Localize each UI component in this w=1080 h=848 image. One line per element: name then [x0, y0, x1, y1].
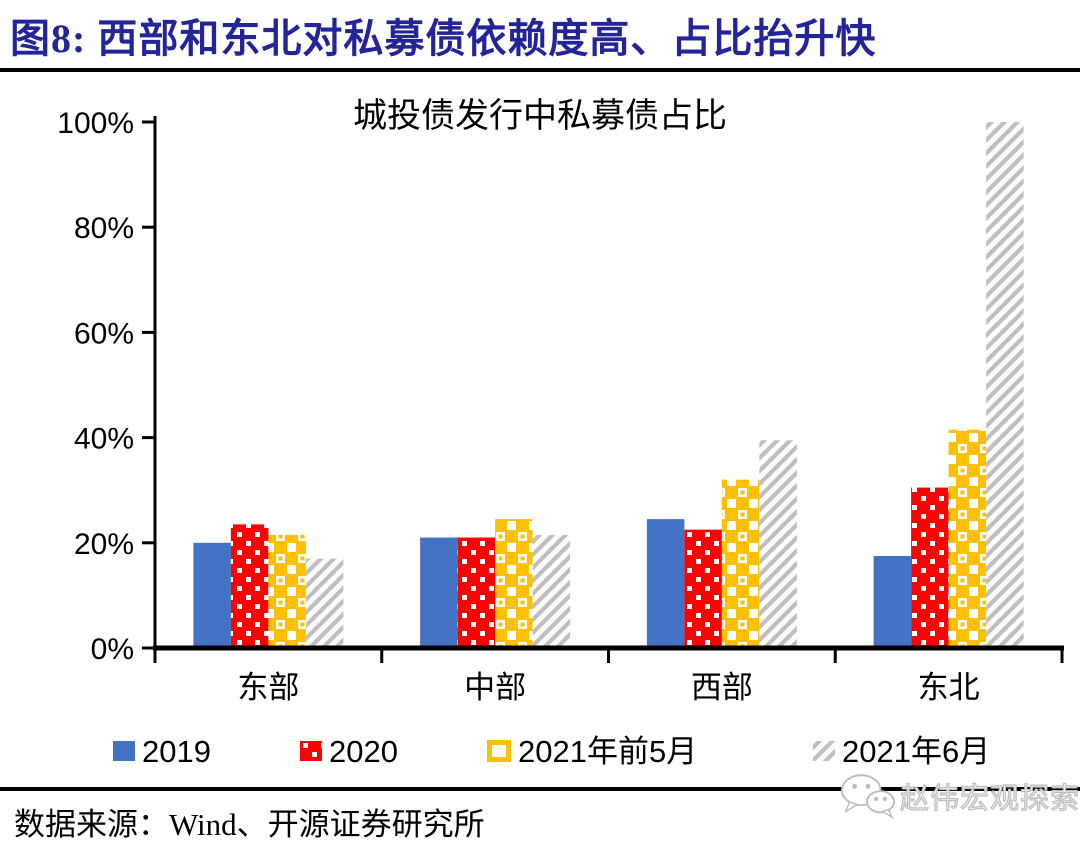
axis-labels: 东部 中部 西部 东北 0% 20% 40% 60% 80% 100% [57, 107, 1064, 705]
watermark-text: 赵伟宏观探索 [899, 782, 1080, 815]
figure-title: 图8: 西部和东北对私募债依赖度高、占比抬升快 [10, 16, 877, 61]
bar-中部-2021年6月 [532, 534, 571, 648]
legend-label-2019: 2019 [142, 733, 211, 769]
bottom-divider [0, 787, 1080, 791]
bar-东北-2021年6月 [986, 122, 1024, 648]
bar-东北-2020 [911, 487, 949, 648]
legend-item-2021may: 2021年前5月 [487, 734, 697, 768]
bar-东北-2019 [873, 555, 912, 648]
bar-中部-2021年前5月 [495, 519, 533, 648]
bar-西部-2020 [684, 529, 722, 648]
legend-swatch-2021-june [813, 741, 835, 761]
x-category-label: 东部 [237, 670, 299, 705]
bar-东部-2021年前5月 [268, 534, 306, 648]
x-category-label: 西部 [691, 670, 753, 705]
y-tick-label: 100% [57, 107, 134, 140]
bar-东北-2021年前5月 [948, 429, 987, 648]
bar-中部-2020 [457, 537, 496, 648]
legend-label-2021-first5m: 2021年前5月 [518, 733, 698, 769]
legend-item-2020: 2020 [300, 734, 398, 768]
legend-item-2021jun: 2021年6月 [813, 734, 990, 768]
watermark: 赵伟宏观探索 [840, 768, 1080, 824]
x-category-label: 中部 [464, 670, 526, 705]
y-tick-label: 0% [91, 633, 134, 666]
legend-swatch-2020 [300, 741, 322, 761]
y-tick-label: 60% [74, 317, 134, 350]
bars-layer [193, 122, 1024, 648]
bar-东部-2019 [193, 542, 231, 648]
x-category-label: 东北 [918, 670, 980, 705]
bar-西部-2019 [646, 519, 685, 648]
chart-title: 城投债发行中私募债占比 [353, 98, 727, 135]
bar-东部-2021年6月 [305, 558, 344, 648]
legend-swatch-2021-first5m [487, 740, 511, 762]
legend-item-2019: 2019 [113, 734, 211, 768]
bar-chart: 东部 中部 西部 东北 0% 20% 40% 60% 80% 100% [57, 107, 1064, 705]
bar-中部-2019 [420, 537, 458, 648]
legend-label-2021-june: 2021年6月 [842, 733, 991, 769]
y-tick-label: 40% [74, 423, 134, 456]
y-tick-label: 20% [74, 528, 134, 561]
bar-西部-2021年6月 [759, 440, 797, 648]
y-tick-label: 80% [74, 212, 134, 245]
legend-label-2020: 2020 [329, 733, 398, 769]
top-divider [0, 68, 1080, 72]
legend-swatch-2019 [113, 741, 135, 761]
wechat-icon [840, 774, 896, 820]
bar-东部-2020 [230, 524, 269, 648]
bar-西部-2021年前5月 [721, 479, 760, 648]
data-source: 数据来源：Wind、开源证券研究所 [14, 807, 485, 842]
